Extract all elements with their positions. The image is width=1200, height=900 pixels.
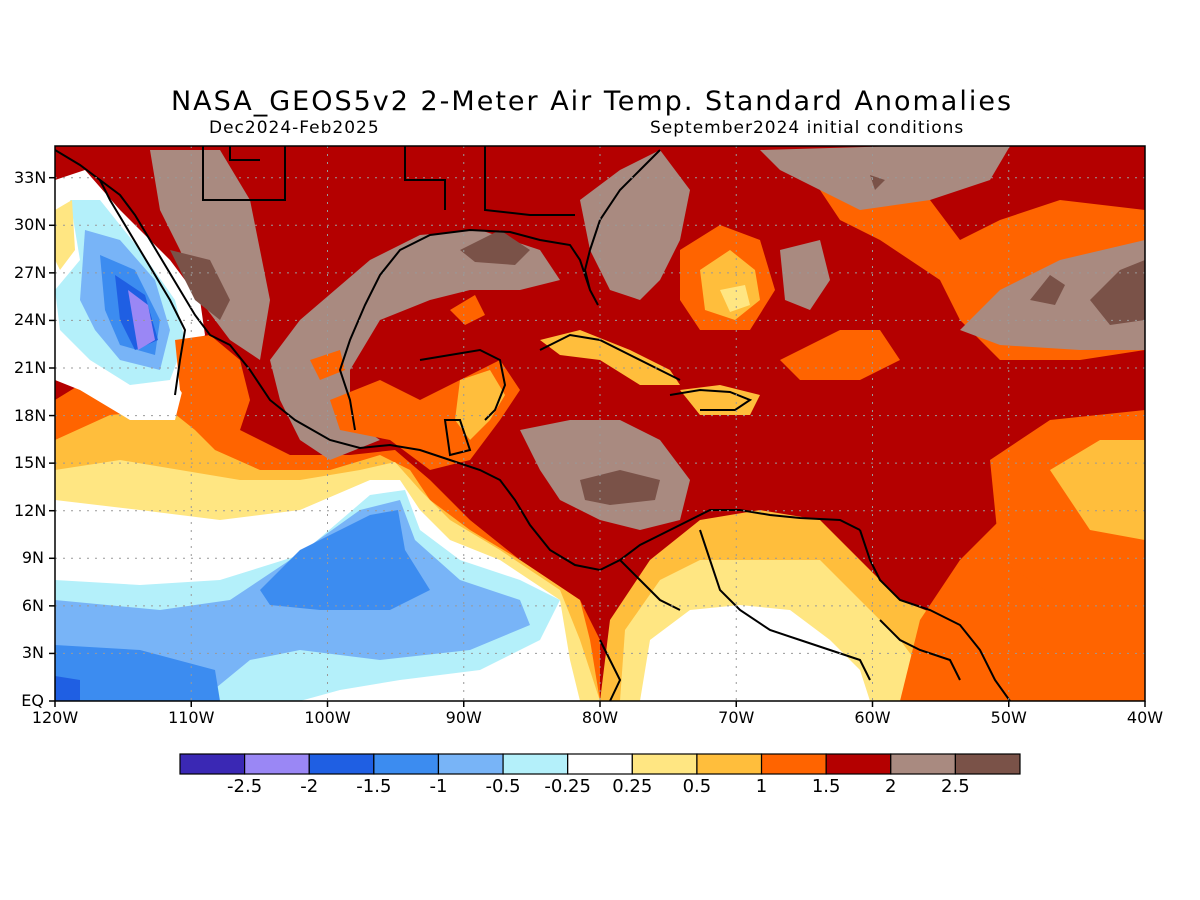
- lon-label: 90W: [445, 708, 482, 727]
- gridlines: [55, 146, 1145, 701]
- colorbar-swatch: [244, 753, 310, 775]
- lat-label: 18N: [14, 405, 47, 425]
- lon-label: 110W: [168, 708, 215, 727]
- axis-ticks: [49, 176, 1146, 707]
- lat-label: 15N: [14, 453, 47, 473]
- lat-label: EQ: [21, 691, 44, 710]
- lat-label: 27N: [14, 262, 47, 282]
- colorbar-label: 1.5: [811, 776, 841, 797]
- colorbar-label: -0.5: [485, 776, 521, 797]
- anomaly-field: [55, 146, 1145, 701]
- initial-conditions: September2024 initial conditions: [650, 118, 965, 138]
- lon-label: 60W: [854, 708, 891, 727]
- lat-label: 9N: [21, 548, 44, 568]
- chart-title: NASA_GEOS5v2 2-Meter Air Temp. Standard …: [170, 86, 1014, 117]
- lon-label: 80W: [581, 708, 619, 727]
- colorbar-swatch: [373, 753, 440, 775]
- colorbar-swatch: [179, 753, 246, 775]
- forecast-period: Dec2024-Feb2025: [209, 118, 380, 138]
- lon-label: 40W: [1126, 708, 1164, 727]
- colorbar-label: 2: [885, 776, 897, 797]
- colorbar-label: -2.5: [227, 776, 263, 797]
- colorbar-swatch: [567, 753, 633, 775]
- lon-label: 70W: [718, 708, 755, 727]
- lat-label: 6N: [21, 595, 44, 615]
- lon-label: 120W: [31, 708, 79, 727]
- lat-label: 33N: [14, 167, 47, 187]
- colorbar-swatch: [502, 753, 569, 775]
- colorbar: [179, 753, 1021, 775]
- colorbar-swatch: [954, 753, 1021, 775]
- coastlines: [55, 146, 1011, 701]
- lon-label: 50W: [990, 708, 1027, 727]
- lat-label: 3N: [21, 643, 44, 663]
- colorbar-label: -2: [300, 776, 319, 797]
- colorbar-swatch: [308, 753, 375, 775]
- lat-label: 24N: [14, 310, 47, 330]
- colorbar-swatch: [696, 753, 763, 775]
- colorbar-label: 0.5: [682, 776, 712, 797]
- colorbar-swatch: [437, 753, 504, 775]
- colorbar-label: 0.25: [612, 776, 653, 797]
- lon-label: 100W: [304, 708, 351, 727]
- colorbar-label: -1: [429, 776, 448, 797]
- lat-label: 30N: [14, 215, 47, 235]
- colorbar-swatch: [890, 753, 956, 775]
- lat-label: 12N: [14, 500, 47, 520]
- colorbar-label: 2.5: [941, 776, 970, 797]
- lat-label: 21N: [14, 358, 47, 377]
- colorbar-swatch: [631, 753, 698, 775]
- colorbar-swatch: [825, 753, 892, 775]
- colorbar-label: -1.5: [356, 776, 392, 797]
- colorbar-label: -0.25: [544, 776, 591, 797]
- colorbar-swatch: [760, 753, 827, 775]
- colorbar-label: 1: [755, 776, 768, 797]
